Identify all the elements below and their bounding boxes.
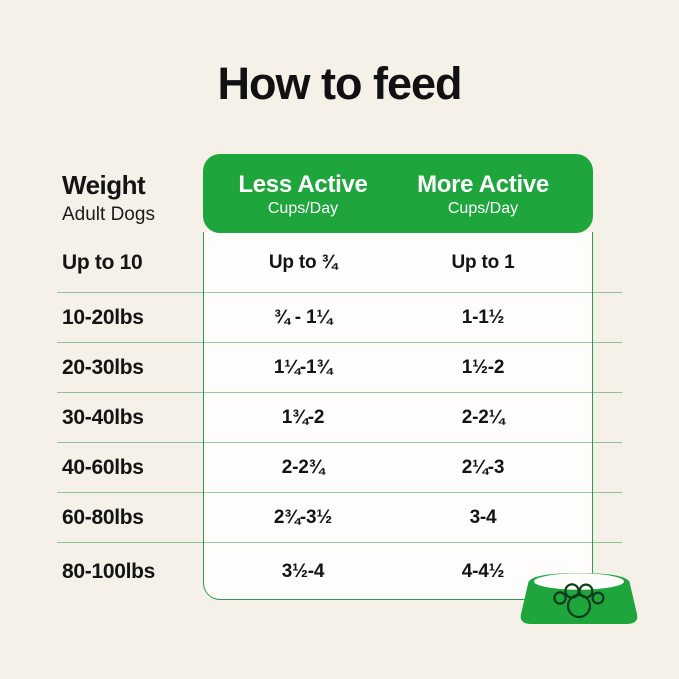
less-active-value: Up to ¾ bbox=[268, 251, 338, 273]
dog-bowl-icon bbox=[520, 573, 638, 624]
weight-range-label: 40-60lbs bbox=[62, 455, 144, 479]
table-row: 30-40lbs 1¾-2 2-2¼ bbox=[57, 393, 622, 443]
less-active-label: Less Active bbox=[238, 171, 368, 198]
table-rows: Up to 10 Up to ¾ Up to 1 10-20lbs ¾ - 1¼… bbox=[57, 233, 622, 600]
more-active-value: 2¼-3 bbox=[461, 456, 505, 478]
weight-column-header: Weight Adult Dogs bbox=[62, 170, 155, 226]
page-title: How to feed bbox=[217, 58, 463, 109]
more-active-value: Up to 1 bbox=[451, 251, 515, 273]
less-active-value: ¾ - 1¼ bbox=[274, 306, 332, 328]
column-less-active: Less Active Cups/Day bbox=[203, 171, 403, 218]
weight-range-label: 10-20lbs bbox=[62, 305, 144, 329]
more-active-value: 3-4 bbox=[469, 506, 497, 528]
less-active-value: 1¼-1¾ bbox=[273, 356, 333, 378]
more-active-value: 1-1½ bbox=[461, 306, 505, 328]
weight-range-label: 30-40lbs bbox=[62, 405, 144, 429]
weight-header-title: Weight bbox=[62, 170, 146, 200]
table-row: 20-30lbs 1¼-1¾ 1½-2 bbox=[57, 343, 622, 393]
weight-range-label: 80-100lbs bbox=[62, 559, 156, 583]
paw-print-icon bbox=[553, 583, 605, 619]
weight-range-label: Up to 10 bbox=[62, 250, 143, 274]
more-active-value: 2-2¼ bbox=[461, 406, 505, 428]
weight-range-label: 60-80lbs bbox=[62, 505, 144, 529]
less-active-sublabel: Cups/Day bbox=[267, 200, 339, 217]
less-active-value: 3½-4 bbox=[281, 560, 325, 582]
less-active-value: 1¾-2 bbox=[281, 406, 325, 428]
table-row: 10-20lbs ¾ - 1¼ 1-1½ bbox=[57, 293, 622, 343]
less-active-value: 2¾-3½ bbox=[273, 506, 333, 528]
column-more-active: More Active Cups/Day bbox=[403, 171, 563, 218]
table-row: 60-80lbs 2¾-3½ 3-4 bbox=[57, 493, 622, 543]
more-active-value: 4-4½ bbox=[461, 560, 505, 582]
weight-range-label: 20-30lbs bbox=[62, 355, 144, 379]
activity-columns-header: Less Active Cups/Day More Active Cups/Da… bbox=[203, 154, 593, 233]
table-card bbox=[203, 232, 593, 600]
weight-header-subtitle: Adult Dogs bbox=[62, 204, 155, 225]
more-active-label: More Active bbox=[417, 171, 549, 198]
table-row: Up to 10 Up to ¾ Up to 1 bbox=[57, 233, 622, 293]
less-active-value: 2-2¾ bbox=[281, 456, 325, 478]
more-active-sublabel: Cups/Day bbox=[447, 200, 519, 217]
table-row: 80-100lbs 3½-4 4-4½ bbox=[57, 543, 622, 600]
table-row: 40-60lbs 2-2¾ 2¼-3 bbox=[57, 443, 622, 493]
more-active-value: 1½-2 bbox=[461, 356, 505, 378]
